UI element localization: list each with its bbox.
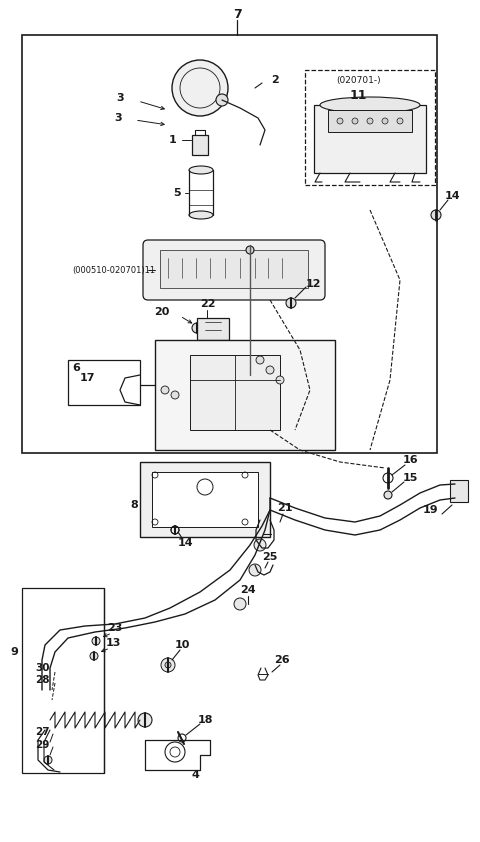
Text: (020701-): (020701-) (336, 76, 381, 84)
Circle shape (246, 246, 254, 254)
FancyBboxPatch shape (143, 240, 325, 300)
Text: 17: 17 (80, 373, 96, 383)
Text: 1: 1 (169, 135, 177, 145)
Bar (450, 480, 468, 502)
Text: 9: 9 (10, 647, 18, 657)
Circle shape (266, 366, 274, 374)
Circle shape (216, 94, 228, 106)
Ellipse shape (189, 211, 213, 219)
Text: 13: 13 (105, 638, 120, 648)
Text: 15: 15 (402, 473, 418, 483)
Text: 5: 5 (173, 188, 181, 198)
Bar (328, 110, 412, 132)
Circle shape (254, 539, 266, 551)
Text: 14: 14 (445, 191, 461, 201)
Circle shape (192, 323, 202, 333)
Bar (22, 35, 437, 453)
Text: 22: 22 (200, 299, 216, 309)
Text: 10: 10 (174, 640, 190, 650)
Circle shape (249, 564, 261, 576)
Circle shape (138, 713, 152, 727)
Bar (190, 355, 280, 430)
Circle shape (397, 118, 403, 124)
Text: 20: 20 (154, 307, 170, 317)
Text: 29: 29 (35, 740, 49, 750)
Circle shape (431, 210, 441, 220)
Text: 21: 21 (277, 503, 293, 513)
Text: 16: 16 (402, 455, 418, 465)
Circle shape (286, 298, 296, 308)
Circle shape (161, 386, 169, 394)
Text: 4: 4 (191, 770, 199, 780)
Circle shape (352, 118, 358, 124)
Text: 25: 25 (262, 552, 278, 562)
Bar (155, 340, 335, 450)
Circle shape (165, 662, 171, 668)
Text: 23: 23 (108, 623, 123, 633)
Bar (305, 70, 435, 185)
Text: 11: 11 (349, 88, 367, 102)
Circle shape (382, 118, 388, 124)
Text: 18: 18 (197, 715, 213, 725)
Text: 7: 7 (233, 8, 241, 20)
Text: 3: 3 (114, 113, 122, 123)
Circle shape (384, 491, 392, 499)
Circle shape (234, 598, 246, 610)
Bar (192, 135, 208, 155)
Bar (152, 472, 258, 527)
Text: 19: 19 (422, 505, 438, 515)
Bar (22, 588, 104, 773)
Bar (160, 250, 308, 288)
Text: 24: 24 (240, 585, 256, 595)
Text: (000510-020701)11: (000510-020701)11 (72, 265, 155, 274)
Circle shape (367, 118, 373, 124)
Text: 6: 6 (72, 363, 80, 373)
Text: 27: 27 (35, 727, 49, 737)
Bar (68, 360, 140, 405)
Text: 12: 12 (305, 279, 321, 289)
Circle shape (90, 652, 98, 660)
Ellipse shape (320, 97, 420, 113)
Bar (197, 318, 229, 340)
Circle shape (161, 658, 175, 672)
Circle shape (276, 376, 284, 384)
Circle shape (256, 356, 264, 364)
Text: 14: 14 (177, 538, 193, 548)
Circle shape (44, 756, 52, 764)
Text: 3: 3 (116, 93, 124, 103)
Text: 26: 26 (274, 655, 290, 665)
Circle shape (337, 118, 343, 124)
Text: 8: 8 (130, 500, 138, 510)
Bar (314, 105, 426, 173)
Ellipse shape (189, 166, 213, 174)
Text: 2: 2 (271, 75, 279, 85)
Text: 30: 30 (35, 663, 49, 673)
Circle shape (171, 391, 179, 399)
Circle shape (172, 60, 228, 116)
Bar (140, 462, 270, 537)
Circle shape (92, 637, 100, 645)
Text: 28: 28 (35, 675, 49, 685)
